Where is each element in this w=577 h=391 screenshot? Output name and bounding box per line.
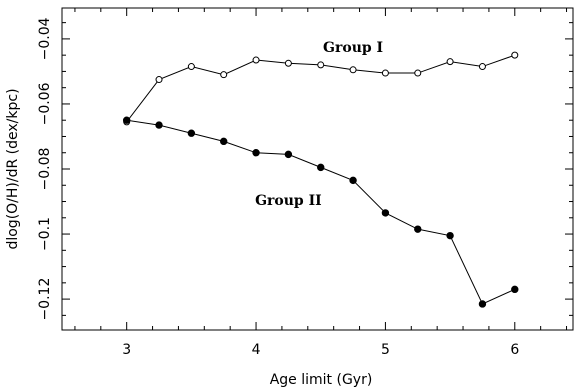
x-axis-label: Age limit (Gyr) — [270, 372, 373, 388]
axis-ticks — [62, 8, 573, 330]
data-point — [478, 300, 487, 308]
data-point — [511, 285, 519, 294]
data-point — [187, 63, 195, 71]
data-point — [349, 66, 357, 74]
data-point — [414, 69, 422, 77]
data-point — [317, 163, 325, 172]
y-tick-label: −0.12 — [37, 278, 53, 321]
y-tick-label: −0.1 — [37, 217, 53, 251]
y-tick-label: −0.04 — [37, 17, 53, 60]
series-1 — [123, 51, 519, 126]
data-point — [284, 150, 293, 159]
data-point — [252, 56, 260, 64]
y-tick-label: −0.08 — [37, 148, 53, 191]
annotation-layer: Group I Group II — [255, 40, 383, 209]
series-annotation: Group I — [323, 40, 383, 56]
series-line — [126, 119, 515, 305]
data-point — [220, 137, 228, 146]
x-tick-label: 5 — [381, 342, 390, 358]
data-point — [122, 116, 131, 124]
data-point — [381, 209, 390, 217]
x-tick-label: 3 — [122, 342, 131, 358]
data-point — [220, 71, 228, 79]
data-point — [381, 69, 389, 77]
data-point — [252, 149, 260, 157]
series-annotation: Group II — [255, 193, 322, 209]
data-point — [446, 231, 454, 240]
x-tick-label: 4 — [252, 342, 261, 358]
data-point — [284, 59, 292, 67]
series-layer — [122, 51, 519, 308]
data-point — [317, 61, 325, 69]
tick-labels: 3 4 5 6 −0.12 −0.1 −0.08 −0.06 −0.04 — [37, 17, 519, 358]
x-tick-label: 6 — [510, 342, 519, 358]
series-2 — [122, 116, 519, 308]
y-axis-label: dlog(O/H)/dR (dex/kpc) — [5, 88, 21, 249]
data-point — [414, 225, 422, 233]
data-point — [155, 76, 163, 84]
data-point — [349, 176, 357, 185]
data-point — [446, 58, 454, 66]
y-tick-label: −0.06 — [37, 82, 53, 125]
data-point — [511, 51, 519, 59]
data-point — [155, 121, 163, 129]
data-point — [478, 63, 486, 71]
data-point — [187, 129, 196, 137]
